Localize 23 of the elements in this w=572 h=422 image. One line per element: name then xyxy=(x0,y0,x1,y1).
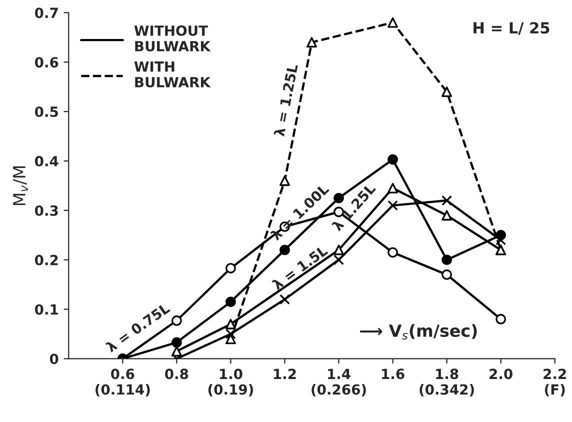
annotation: WITHOUT BULWARK xyxy=(134,25,211,52)
y-tick-label: 0.7 xyxy=(34,8,58,18)
x-axis-title: ⟶ V$_{s}$(m/sec) xyxy=(360,324,477,340)
x-tick-label: 1.2 xyxy=(274,368,296,379)
x-tick-label: 1.8 (0.342) xyxy=(420,368,474,396)
y-tick-label: 0 xyxy=(50,354,58,364)
x-tick-label: 2.0 xyxy=(490,368,512,380)
x-tick-label: 2.2 (F) xyxy=(544,368,566,396)
y-tick-label: 0.1 xyxy=(34,304,58,315)
annotation: WITH BULWARK xyxy=(134,62,211,88)
y-tick-label: 0.6 xyxy=(34,57,58,68)
x-tick-label: 1.0 (0.19) xyxy=(208,368,253,396)
x-tick-label: 1.4 (0.266) xyxy=(312,368,366,396)
annotation: H = L/ 25 xyxy=(474,22,550,35)
y-tick-label: 0.3 xyxy=(34,205,58,216)
x-tick-label: 1.6 xyxy=(382,368,404,380)
y-tick-label: 0.5 xyxy=(34,106,58,118)
x-tick-label: 0.8 xyxy=(165,368,188,380)
y-tick-label: 0.2 xyxy=(34,254,58,266)
y-axis-title: M$_{v}$/M xyxy=(13,166,28,206)
x-tick-label: 0.6 (0.114) xyxy=(96,368,150,396)
y-tick-label: 0.4 xyxy=(34,156,58,166)
text: λ = 1.25L xyxy=(274,64,298,137)
